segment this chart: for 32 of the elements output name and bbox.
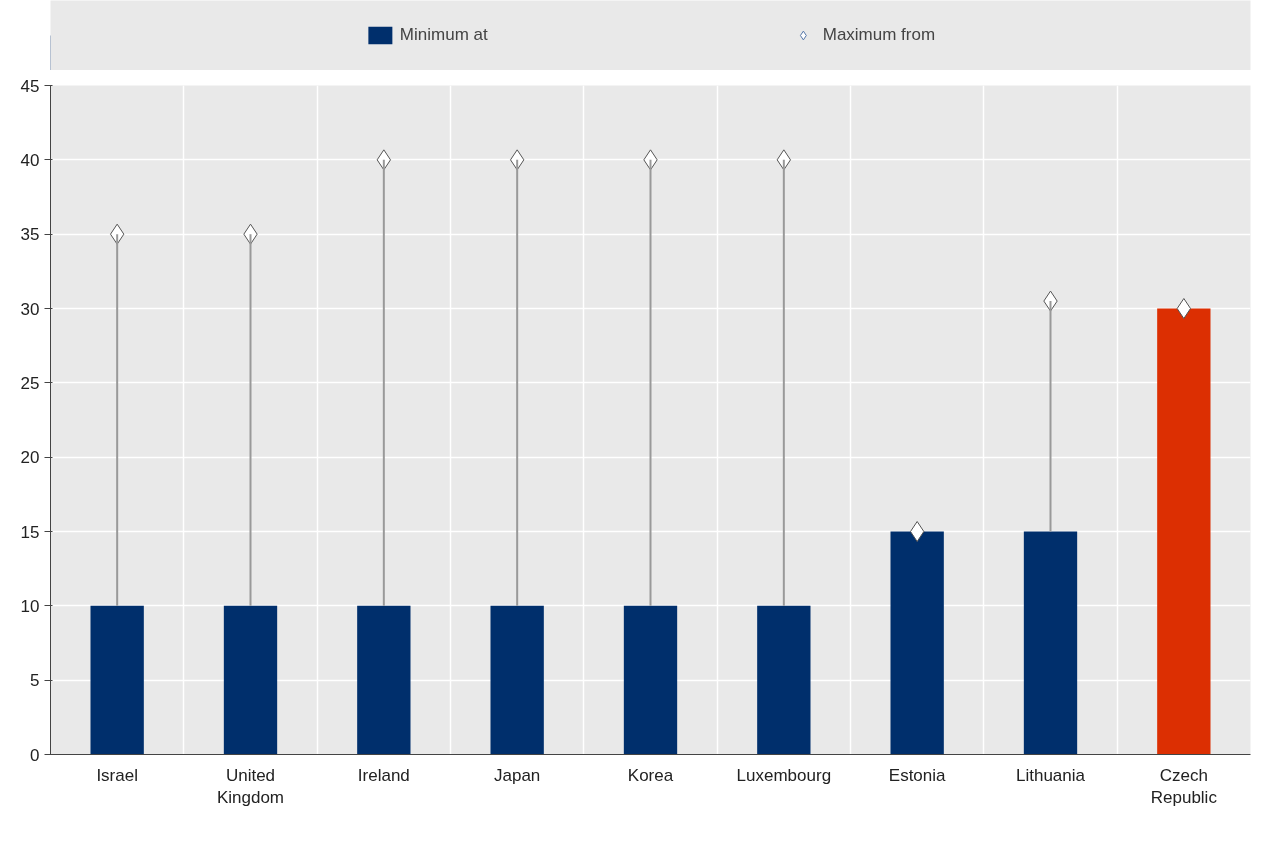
x-tick-label: Korea xyxy=(627,765,674,785)
x-tick-label: Israel xyxy=(96,765,138,785)
x-tick-label: Japan xyxy=(494,765,541,785)
bar xyxy=(757,605,811,755)
x-tick-label: Lithuania xyxy=(1016,765,1086,785)
x-tick-label: Ireland xyxy=(357,765,410,785)
bar xyxy=(623,605,678,755)
bar xyxy=(357,605,411,755)
y-tick-label: 10 xyxy=(20,596,40,616)
y-tick-label: 15 xyxy=(20,522,40,542)
y-tick-label: 45 xyxy=(20,76,40,96)
bar xyxy=(1157,308,1211,755)
y-tick-label: 20 xyxy=(20,448,40,468)
y-tick-label: 40 xyxy=(20,150,40,170)
x-tick-label: Estonia xyxy=(888,765,947,785)
y-tick-label: 35 xyxy=(20,225,40,245)
y-tick-label: 0 xyxy=(30,745,40,765)
y-tick-label: 25 xyxy=(20,373,40,393)
legend-label: Maximum from xyxy=(822,25,936,45)
bar xyxy=(223,605,278,755)
x-tick-label: Czech Republic xyxy=(1150,765,1218,808)
bar xyxy=(1023,531,1078,755)
point xyxy=(910,521,925,542)
y-tick-label: 5 xyxy=(30,671,40,691)
y-tick-label: 30 xyxy=(20,299,40,319)
point xyxy=(1176,298,1191,319)
x-tick-label: Luxembourg xyxy=(736,765,832,785)
x-tick-label: United Kingdom xyxy=(216,765,285,808)
bar xyxy=(890,531,944,755)
bar xyxy=(490,605,544,755)
legend-label: Minimum at xyxy=(399,25,488,45)
bar xyxy=(90,605,144,755)
